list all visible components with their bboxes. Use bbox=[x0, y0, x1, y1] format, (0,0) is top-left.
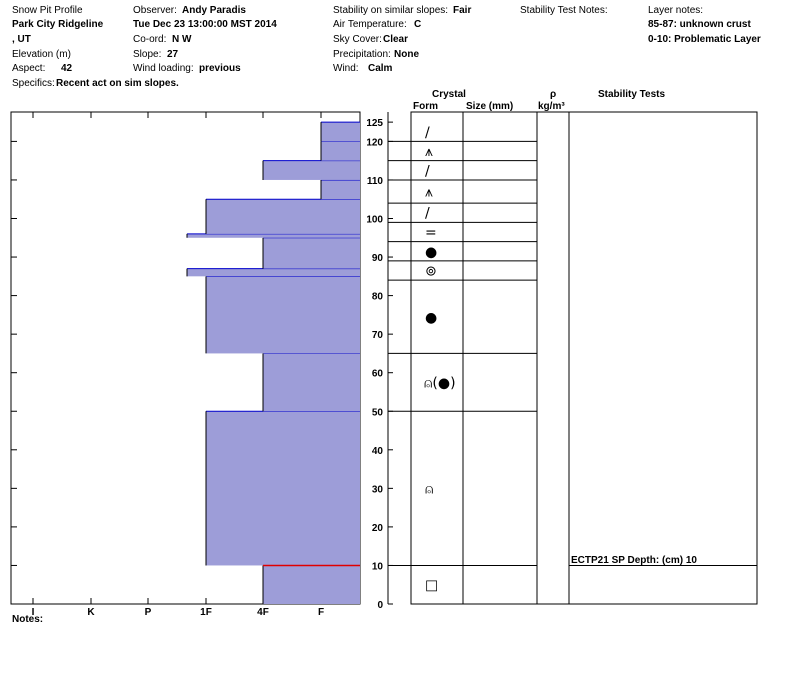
hardness-layer-bar bbox=[263, 565, 360, 604]
hardness-layer-bar bbox=[187, 233, 360, 238]
density-unit-header: kg/m³ bbox=[538, 101, 565, 112]
grain-form-symbol: / bbox=[425, 125, 430, 141]
air-temp-value: C bbox=[414, 19, 422, 30]
depth-tick-label: 30 bbox=[372, 484, 384, 495]
wind-label: Wind: bbox=[333, 63, 359, 74]
grain-form-symbol: ⩚ bbox=[425, 144, 433, 160]
depth-tick-label: 60 bbox=[372, 369, 384, 380]
hardness-layer-bar bbox=[263, 353, 360, 412]
precip-label: Precipitation: bbox=[333, 49, 391, 60]
location-state: , UT bbox=[12, 34, 31, 45]
layer-note: 85-87: unknown crust bbox=[648, 19, 751, 30]
hardness-layer-bar bbox=[206, 411, 360, 566]
hardness-layer-bar bbox=[263, 237, 360, 269]
stability-test-result: ECTP21 SP Depth: (cm) 10 bbox=[571, 555, 697, 566]
coord-value: N W bbox=[172, 34, 192, 45]
depth-tick-label: 40 bbox=[372, 446, 384, 457]
air-temp-label: Air Temperature: bbox=[333, 19, 407, 30]
grain-form-symbol: ⍝(●) bbox=[424, 375, 456, 391]
observer-value: Andy Paradis bbox=[182, 5, 246, 16]
hardness-tick-label: P bbox=[145, 607, 152, 618]
coord-label: Co-ord: bbox=[133, 34, 167, 45]
rho-header: ρ bbox=[550, 89, 557, 100]
depth-tick-label: 20 bbox=[372, 523, 384, 534]
grain-form-symbol: ⍝ bbox=[425, 481, 433, 497]
location-name: Park City Ridgeline bbox=[12, 19, 104, 30]
hardness-tick-label: 4F bbox=[257, 607, 269, 618]
hardness-layer-bar bbox=[187, 268, 360, 277]
specifics-label: Specifics: bbox=[12, 78, 55, 89]
size-header: Size (mm) bbox=[466, 101, 514, 112]
grain-form-symbol: ⊚ bbox=[425, 264, 437, 280]
hardness-tick-label: F bbox=[318, 607, 324, 618]
layer-table-frame bbox=[410, 111, 758, 605]
depth-tick-label: 10 bbox=[372, 561, 384, 572]
stability-notes-label: Stability Test Notes: bbox=[520, 5, 608, 16]
elevation-label: Elevation (m) bbox=[12, 49, 71, 60]
hardness-layer-bar bbox=[263, 160, 360, 180]
hardness-tick-label: I bbox=[32, 607, 35, 618]
slope-label: Slope: bbox=[133, 49, 162, 60]
depth-tick-label: 80 bbox=[372, 292, 384, 303]
profile-title: Snow Pit Profile bbox=[12, 5, 83, 16]
stability-value: Fair bbox=[453, 5, 472, 16]
form-header: Form bbox=[413, 101, 438, 112]
grain-form-symbol: ● bbox=[425, 244, 437, 260]
hardness-layer-bar bbox=[206, 276, 360, 354]
hardness-tick-label: 1F bbox=[200, 607, 212, 618]
grain-form-symbol: / bbox=[425, 206, 430, 222]
sky-label: Sky Cover: bbox=[333, 34, 382, 45]
depth-tick-label: 90 bbox=[372, 253, 384, 264]
depth-tick-label: 110 bbox=[367, 176, 384, 187]
notes-label: Notes: bbox=[12, 614, 44, 625]
crystal-header: Crystal bbox=[432, 89, 466, 100]
depth-tick-label: 50 bbox=[372, 407, 384, 418]
grain-form-symbol: □ bbox=[425, 578, 438, 594]
wind-value: Calm bbox=[368, 63, 393, 74]
grain-form-symbol: / bbox=[425, 163, 430, 179]
layer-notes-label: Layer notes: bbox=[648, 5, 704, 16]
hardness-layer-bar bbox=[206, 199, 360, 234]
stability-tests-header: Stability Tests bbox=[598, 89, 666, 100]
depth-tick-label: 125 bbox=[366, 118, 383, 129]
grain-form-symbol: ● bbox=[425, 310, 437, 326]
aspect-label: Aspect: bbox=[12, 63, 46, 74]
aspect-value: 42 bbox=[61, 63, 73, 74]
wind-loading-value: previous bbox=[199, 63, 241, 74]
layer-note: 0-10: Problematic Layer bbox=[648, 34, 761, 45]
precip-value: None bbox=[394, 49, 419, 60]
wind-loading-label: Wind loading: bbox=[133, 63, 194, 74]
hardness-tick-label: K bbox=[87, 607, 95, 618]
specifics-value: Recent act on sim slopes. bbox=[56, 78, 179, 89]
stability-label: Stability on similar slopes: bbox=[333, 5, 449, 16]
depth-tick-label: 0 bbox=[377, 600, 383, 611]
sky-value: Clear bbox=[383, 34, 409, 45]
hardness-layer-bar bbox=[321, 122, 360, 142]
observer-label: Observer: bbox=[133, 5, 177, 16]
hardness-layer-bar bbox=[321, 179, 360, 200]
grain-form-symbol: = bbox=[425, 225, 437, 241]
observation-datetime: Tue Dec 23 13:00:00 MST 2014 bbox=[133, 19, 277, 30]
hardness-layer-bar bbox=[321, 141, 360, 161]
grain-form-symbol: ⩚ bbox=[425, 185, 433, 201]
depth-tick-label: 70 bbox=[372, 330, 384, 341]
slope-value: 27 bbox=[167, 49, 179, 60]
depth-tick-label: 100 bbox=[366, 215, 383, 226]
depth-tick-label: 120 bbox=[366, 137, 383, 148]
